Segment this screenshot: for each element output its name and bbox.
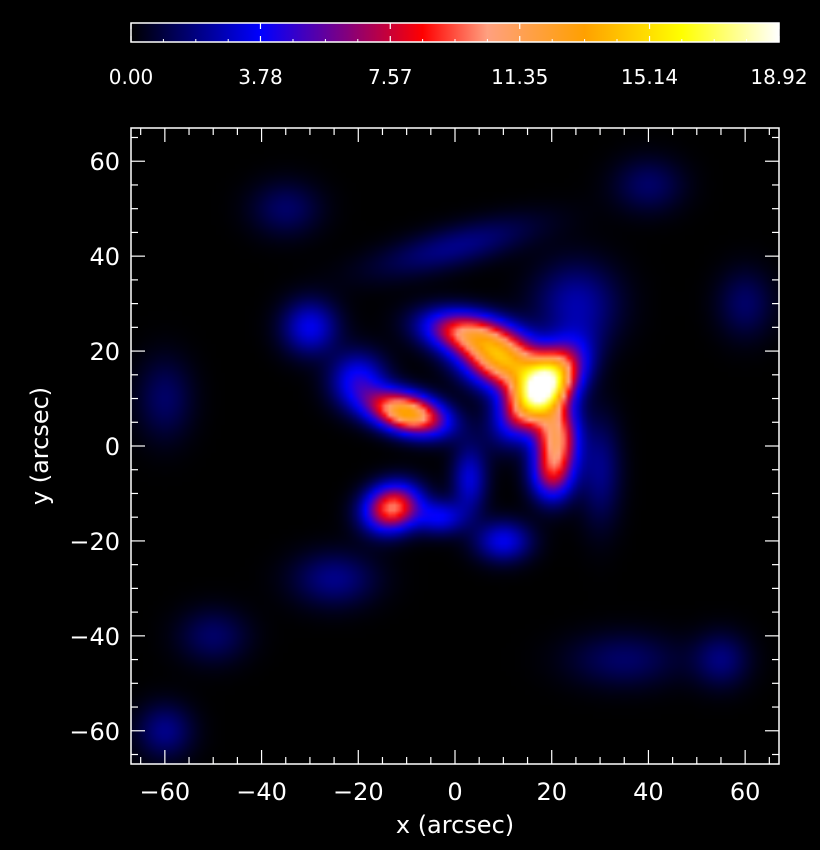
y-tick-label: −60 <box>69 718 120 746</box>
plot-area <box>130 127 780 765</box>
heatmap-image <box>131 128 779 764</box>
x-axis-label: x (arcsec) <box>396 811 514 839</box>
colorbar-tick-label: 7.57 <box>368 65 413 89</box>
y-axis-label: y (arcsec) <box>26 387 54 505</box>
x-tick-label: −40 <box>236 778 287 806</box>
y-tick-labels: −60 −40 −20 0 20 40 60 <box>69 148 120 746</box>
colorbar-ticks <box>130 23 780 42</box>
colorbar-tick-labels: 0.00 3.78 7.57 11.35 15.14 18.92 <box>109 65 808 89</box>
x-tick-label: 0 <box>447 778 462 806</box>
colorbar: 0.00 3.78 7.57 11.35 15.14 18.92 <box>109 22 808 89</box>
x-tick-label: −20 <box>333 778 384 806</box>
x-tick-labels: −60 −40 −20 0 20 40 60 <box>140 778 761 806</box>
colorbar-tick-label: 0.00 <box>109 65 154 89</box>
colorbar-tick-label: 15.14 <box>621 65 678 89</box>
x-tick-label: 60 <box>730 778 761 806</box>
y-tick-label: 40 <box>89 243 120 271</box>
x-tick-label: −60 <box>140 778 191 806</box>
x-tick-label: 40 <box>633 778 664 806</box>
y-tick-label: 0 <box>105 433 120 461</box>
colorbar-tick-label: 18.92 <box>750 65 807 89</box>
y-tick-label: 60 <box>89 148 120 176</box>
y-tick-label: −20 <box>69 528 120 556</box>
y-tick-label: 20 <box>89 338 120 366</box>
axis-ticks <box>131 128 779 764</box>
colorbar-tick-label: 3.78 <box>238 65 283 89</box>
colorbar-tick-label: 11.35 <box>491 65 548 89</box>
plot-frame <box>130 127 780 765</box>
x-tick-label: 20 <box>536 778 567 806</box>
y-tick-label: −40 <box>69 623 120 651</box>
